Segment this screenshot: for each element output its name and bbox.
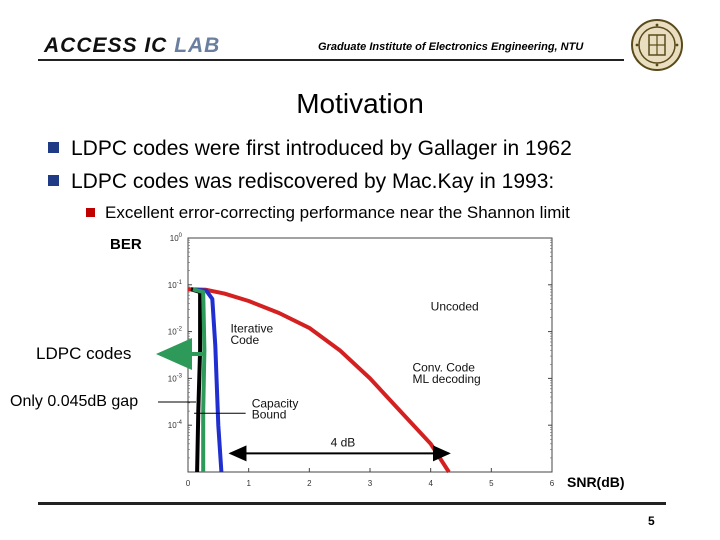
annotation-label: Bound bbox=[252, 407, 287, 421]
series-line-1 bbox=[190, 287, 224, 473]
bullet-square-icon bbox=[48, 175, 59, 186]
footer-divider bbox=[38, 502, 666, 505]
bullet-square-icon bbox=[48, 142, 59, 153]
bullet-text: LDPC codes was rediscovered by Mac.Kay i… bbox=[71, 170, 555, 193]
sub-bullet-text: Excellent error-correcting performance n… bbox=[105, 203, 570, 222]
y-tick-label: 10-4 bbox=[168, 420, 183, 430]
y-tick-label: 10-2 bbox=[168, 327, 183, 337]
ldpc-codes-label: LDPC codes bbox=[36, 344, 132, 363]
snr-axis-label: SNR(dB) bbox=[567, 474, 625, 490]
y-tick-label: 10-1 bbox=[168, 280, 183, 290]
page-number: 5 bbox=[648, 514, 655, 528]
annotation-label: Uncoded bbox=[431, 300, 479, 314]
x-tick-label: 0 bbox=[186, 479, 191, 488]
sub-bullet-item: Excellent error-correcting performance n… bbox=[86, 203, 570, 223]
x-tick-label: 2 bbox=[307, 479, 312, 488]
annotation-label: Capacity bbox=[252, 396, 299, 410]
callout-arrows bbox=[156, 338, 205, 403]
y-tick-label: 100 bbox=[170, 233, 183, 243]
annotation-label: 4 dB bbox=[331, 436, 356, 450]
chart-ticks: 0 1 2 3 4 5 6 100 10-1 10-2 10-3 10-4 bbox=[168, 233, 555, 488]
ber-axis-label: BER bbox=[110, 236, 142, 253]
y-tick-label: 10-3 bbox=[168, 373, 183, 383]
annotation-label: Conv. Code bbox=[412, 361, 475, 375]
bullet-item: LDPC codes was rediscovered by Mac.Kay i… bbox=[48, 170, 554, 194]
x-tick-label: 4 bbox=[428, 479, 433, 488]
institute-name: Graduate Institute of Electronics Engine… bbox=[318, 41, 584, 53]
bullet-text: LDPC codes were first introduced by Gall… bbox=[71, 137, 572, 160]
plot-area-border bbox=[187, 237, 553, 473]
header-divider bbox=[38, 59, 624, 61]
x-tick-label: 5 bbox=[489, 479, 494, 488]
lab-name: ACCESS IC bbox=[44, 34, 175, 57]
series-line-2 bbox=[190, 287, 203, 473]
chart-frame bbox=[187, 237, 553, 473]
chart-lines bbox=[187, 287, 451, 474]
annotation-label: ML decoding bbox=[412, 372, 480, 386]
sub-bullet-square-icon bbox=[86, 208, 95, 217]
university-seal-icon bbox=[631, 19, 683, 71]
gap-label: Only 0.045dB gap bbox=[10, 393, 139, 410]
annotation-label: Code bbox=[230, 333, 259, 347]
series-line-3 bbox=[192, 287, 207, 472]
annotation-label: Iterative bbox=[230, 322, 273, 336]
bullet-item: LDPC codes were first introduced by Gall… bbox=[48, 137, 572, 161]
x-tick-label: 6 bbox=[550, 479, 555, 488]
slide-title: Motivation bbox=[296, 88, 424, 119]
series-line-0 bbox=[187, 287, 451, 474]
lab-logo-text: ACCESS IC LAB bbox=[44, 34, 220, 58]
x-tick-label: 1 bbox=[246, 479, 251, 488]
x-tick-label: 3 bbox=[368, 479, 373, 488]
lab-name-tail: LAB bbox=[174, 34, 221, 57]
